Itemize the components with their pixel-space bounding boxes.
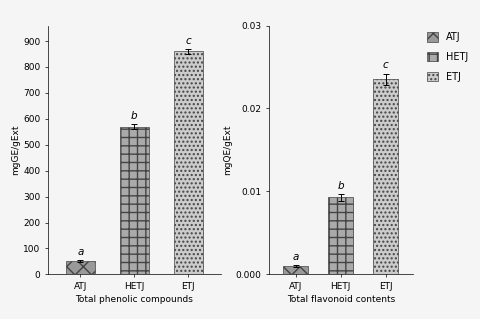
Y-axis label: mgGE/gExt: mgGE/gExt (12, 125, 20, 175)
Bar (283, 266, 308, 274)
Bar (66, 261, 95, 274)
Text: b: b (131, 111, 138, 121)
X-axis label: Total phenolic compounds: Total phenolic compounds (75, 295, 193, 304)
X-axis label: Total flavonoid contents: Total flavonoid contents (287, 295, 395, 304)
Y-axis label: mgQE/gExt: mgQE/gExt (224, 125, 232, 175)
Text: a: a (293, 252, 299, 262)
Text: c: c (383, 60, 389, 70)
Text: a: a (77, 247, 84, 257)
Text: c: c (186, 36, 191, 46)
Bar (328, 197, 353, 274)
Text: b: b (337, 181, 344, 190)
Bar (120, 127, 149, 274)
Legend: ATJ, HETJ, ETJ: ATJ, HETJ, ETJ (425, 30, 470, 84)
Bar (373, 79, 398, 274)
Bar (174, 51, 203, 274)
